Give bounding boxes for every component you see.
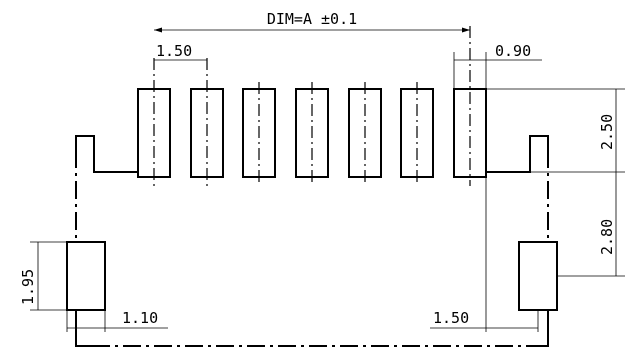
dim-side-pad-width: 1.10 — [66, 309, 168, 332]
dim-side-pad-height-label: 1.95 — [19, 269, 37, 305]
dim-pitch: 1.50 — [154, 42, 207, 61]
pad-center-lines — [153, 26, 471, 186]
signal-pad-7 — [453, 88, 487, 178]
dim-side-pad-height: 1.95 — [19, 241, 67, 311]
right-shoulder — [486, 135, 549, 173]
left-bottom-corner — [75, 310, 92, 347]
side-pad-right — [518, 241, 558, 311]
body-outline-dashed — [75, 150, 549, 347]
dim-total-arrow-right — [462, 27, 470, 33]
dim-pad-width-label: 0.90 — [495, 42, 531, 60]
dim-side-pad-width-label: 1.10 — [122, 309, 158, 327]
dim-total: DIM=A ±0.1 — [154, 10, 470, 33]
dim-pad-width: 0.90 — [453, 42, 542, 89]
right-bottom-corner — [532, 310, 549, 347]
dim-pad-length-label: 2.50 — [598, 114, 616, 150]
dim-side-offset: 1.50 — [430, 177, 539, 332]
dim-offset-label: 2.80 — [598, 219, 616, 255]
dim-pitch-label: 1.50 — [156, 42, 192, 60]
dim-side-offset-label: 1.50 — [433, 309, 469, 327]
dim-total-label: DIM=A ±0.1 — [267, 10, 357, 28]
left-shoulder — [75, 135, 138, 173]
side-pad-left — [66, 241, 106, 311]
side-pads — [66, 241, 558, 311]
dim-right: 2.50 2.80 — [486, 88, 625, 277]
dim-total-arrow-left — [154, 27, 162, 33]
